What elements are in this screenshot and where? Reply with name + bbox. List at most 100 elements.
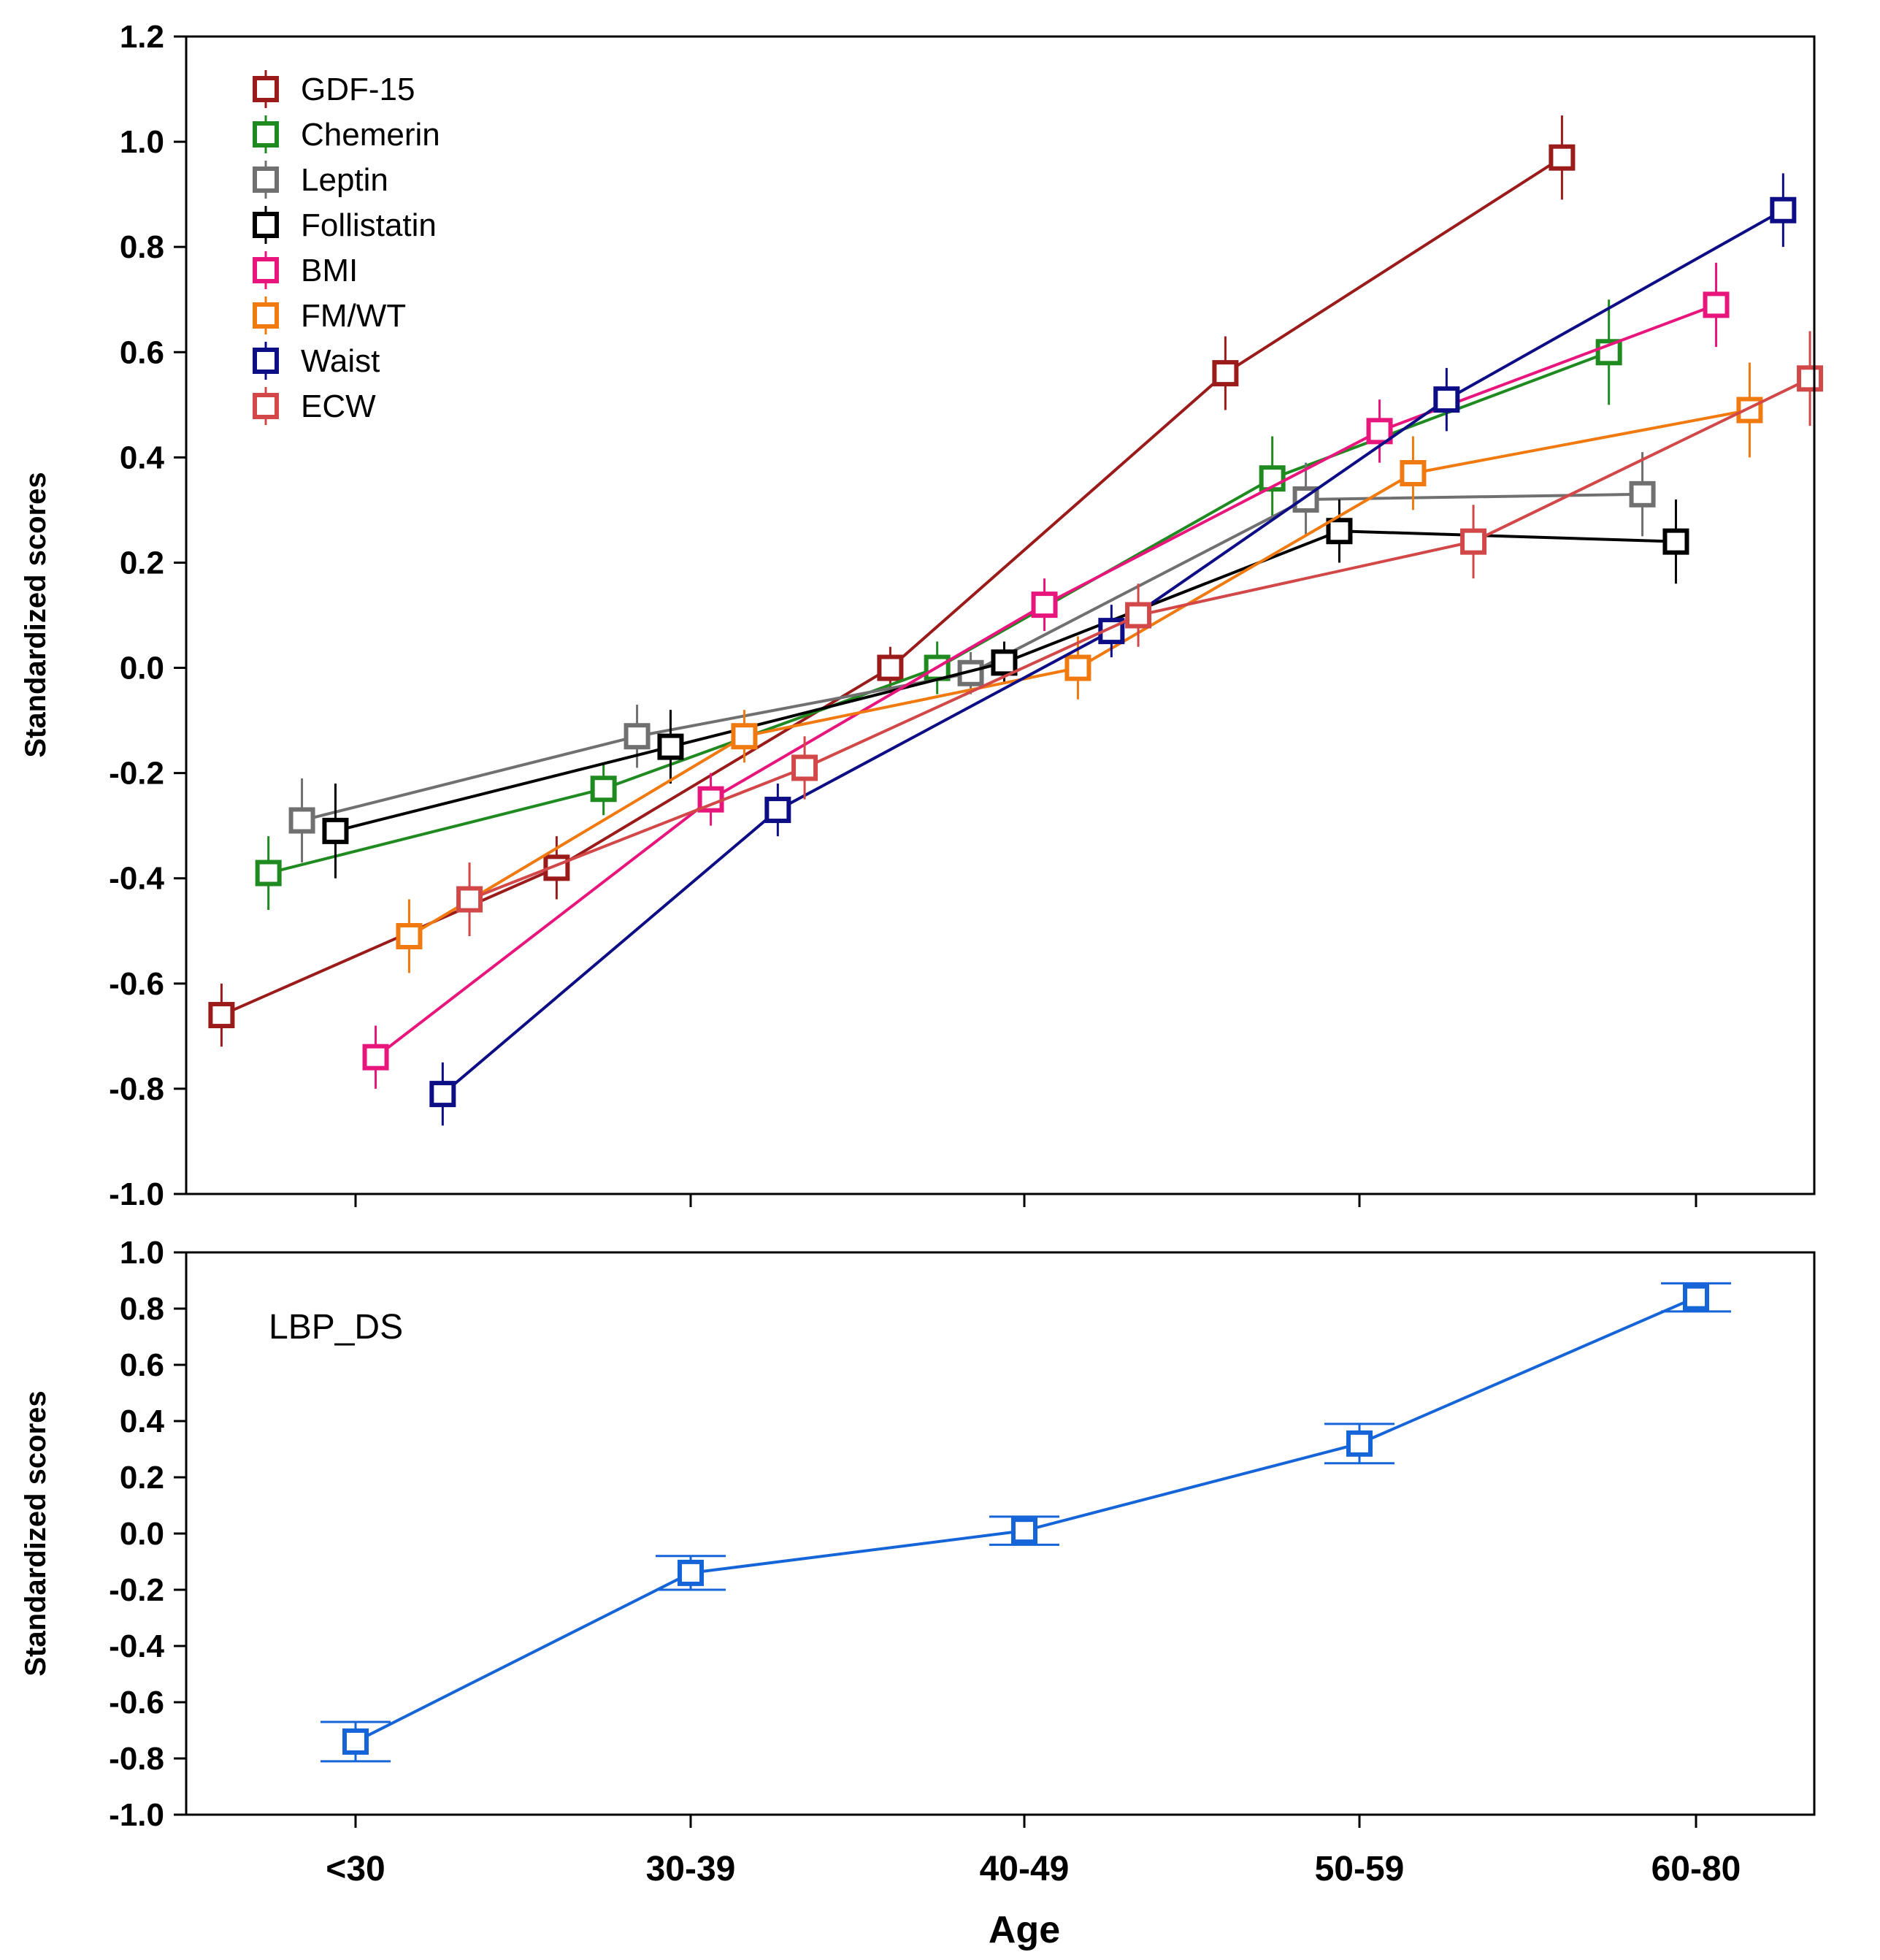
series-bmi [362, 262, 1730, 1089]
bottom-y-axis-label: Standardized scores [20, 1390, 52, 1676]
data-point-marker [288, 807, 315, 834]
bottom-y-tick-label: 0.6 [120, 1347, 164, 1383]
x-tick-label: 40-49 [980, 1850, 1070, 1888]
data-point-marker [590, 776, 617, 803]
data-point-marker [208, 1002, 235, 1029]
legend: GDF-15 Chemerin Leptin Follistatin BMI FM/WT W… [253, 70, 440, 425]
top-y-tick-label: 0.8 [120, 229, 164, 265]
bottom-y-tick-label: -0.2 [109, 1572, 164, 1608]
top-y-tick-label: -0.8 [109, 1071, 164, 1107]
bottom-y-axis-ticks: 1.0 0.8 0.6 0.4 0.2 0.0 -0.2 -0.4 -0.6 -0.8 -1.0 [109, 1235, 186, 1833]
data-point-marker [1549, 144, 1576, 171]
data-point-marker [396, 922, 423, 949]
top-y-tick-label: 0.4 [120, 440, 165, 475]
data-point-marker [731, 723, 758, 750]
top-y-axis-label: Standardized scores [20, 472, 52, 757]
top-y-tick-label: 1.0 [120, 124, 164, 160]
data-point-marker [342, 1728, 369, 1755]
bottom-y-tick-label: 0.2 [120, 1460, 164, 1496]
legend-item: Chemerin [253, 115, 440, 153]
x-axis-title: Age [989, 1909, 1060, 1951]
legend-item: Waist [253, 342, 380, 380]
data-point-marker [1662, 528, 1689, 555]
data-point-marker [1595, 339, 1622, 366]
legend-marker [253, 76, 279, 102]
legend-label: ECW [301, 388, 376, 424]
data-point-marker [877, 654, 904, 681]
bottom-panel: 1.0 0.8 0.6 0.4 0.2 0.0 -0.2 -0.4 -0.6 -0.8 -1.0 <… [20, 1235, 1816, 1951]
series-waist [429, 173, 1797, 1126]
panel-label-lbp-ds: LBP_DS [269, 1308, 403, 1347]
top-y-tick-label: 0.0 [120, 651, 164, 686]
legend-marker [253, 121, 279, 148]
series-gdf-15 [208, 115, 1576, 1047]
x-tick-label: <30 [326, 1850, 385, 1888]
top-y-tick-label: -0.6 [109, 966, 164, 1002]
bottom-y-tick-label: 1.0 [120, 1235, 164, 1271]
top-y-tick-label: -1.0 [109, 1176, 164, 1212]
data-point-marker [678, 1559, 704, 1586]
bottom-y-tick-label: 0.0 [120, 1516, 164, 1552]
data-point-marker [764, 797, 791, 824]
legend-marker [253, 348, 279, 374]
data-point-marker [1683, 1284, 1709, 1311]
data-point-marker [1031, 592, 1058, 619]
bottom-y-tick-label: 0.8 [120, 1291, 164, 1327]
series-leptin [288, 452, 1656, 863]
top-y-tick-label: 1.2 [120, 19, 164, 55]
legend-item: ECW [253, 387, 376, 425]
bottom-y-tick-label: -0.6 [109, 1685, 164, 1720]
legend-label: Follistatin [301, 207, 437, 243]
data-point-marker [1460, 528, 1487, 555]
bottom-y-tick-label: 0.4 [120, 1404, 165, 1439]
data-point-marker [1212, 360, 1239, 387]
legend-item: FM/WT [253, 296, 406, 334]
data-point-marker [624, 723, 651, 750]
data-point-marker [1326, 518, 1353, 545]
x-tick-label: 30-39 [646, 1850, 736, 1888]
data-point-marker [791, 754, 818, 781]
legend-label: Chemerin [301, 117, 440, 153]
bottom-y-tick-label: -0.8 [109, 1741, 164, 1777]
top-y-tick-label: -0.4 [109, 861, 164, 897]
data-point-marker [1011, 1517, 1037, 1544]
top-y-tick-label: 0.6 [120, 334, 164, 370]
data-point-marker [1629, 481, 1656, 508]
data-point-marker [1125, 602, 1152, 629]
data-point-marker [429, 1081, 456, 1108]
legend-marker [253, 166, 279, 193]
top-y-tick-label: -0.2 [109, 756, 164, 792]
data-point-marker [657, 733, 684, 760]
legend-label: GDF-15 [301, 72, 415, 107]
data-point-marker [1770, 196, 1797, 223]
data-point-marker [1346, 1430, 1373, 1457]
series-lbp-ds [321, 1282, 1731, 1763]
legend-item: GDF-15 [253, 70, 415, 108]
top-plot-frame [185, 35, 1816, 1195]
legend-marker [253, 212, 279, 238]
legend-item: Follistatin [253, 206, 437, 244]
legend-label: Waist [301, 343, 380, 379]
data-point-marker [1366, 418, 1393, 445]
data-point-marker [1400, 459, 1427, 486]
legend-marker [253, 302, 279, 329]
bottom-y-tick-label: -1.0 [109, 1797, 164, 1833]
top-panel: 1.2 1.0 0.8 0.6 0.4 0.2 0.0 -0.2 -0.4 -0.6 -0.8 -1.… [20, 19, 1824, 1212]
data-point-marker [1064, 654, 1091, 681]
legend-item: Leptin [253, 161, 388, 199]
data-point-marker [255, 860, 282, 887]
legend-label: BMI [301, 253, 358, 288]
data-point-marker [322, 817, 349, 844]
series-ecw [456, 331, 1824, 936]
bottom-plot-frame [185, 1251, 1816, 1816]
top-y-tick-label: 0.2 [120, 545, 164, 581]
top-y-axis-ticks: 1.2 1.0 0.8 0.6 0.4 0.2 0.0 -0.2 -0.4 -0.6 -0.8 -1.… [109, 19, 186, 1212]
legend-label: Leptin [301, 162, 388, 198]
data-point-marker [1703, 291, 1730, 318]
top-x-axis-ticks [354, 1194, 1697, 1207]
bottom-x-axis-ticks: <30 30-39 40-49 50-59 60-80 [326, 1815, 1741, 1888]
x-tick-label: 50-59 [1315, 1850, 1405, 1888]
legend-item: BMI [253, 251, 358, 289]
